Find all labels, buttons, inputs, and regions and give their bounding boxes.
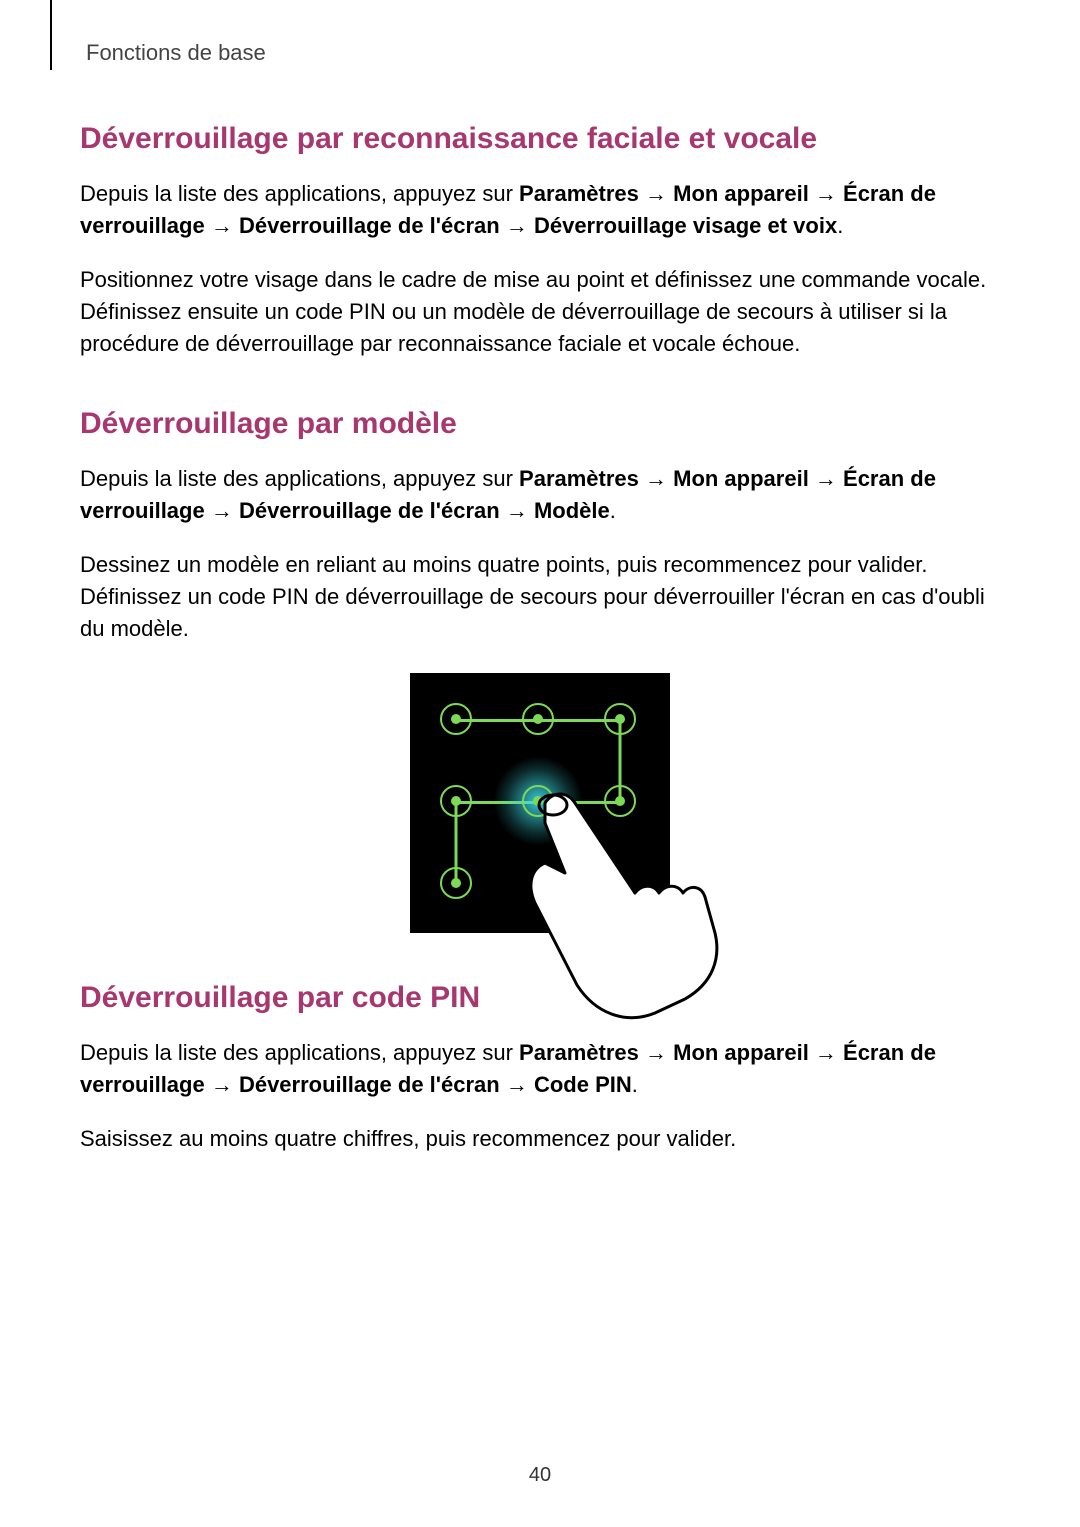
pattern-node [440,785,472,817]
heading-pin: Déverrouillage par code PIN [80,981,1000,1015]
text-lead: Depuis la liste des applications, appuye… [80,466,519,491]
pattern-illustration [80,673,1000,933]
pattern-node [522,785,554,817]
text-tail: . [837,213,843,238]
heading-face-voice: Déverrouillage par reconnaissance facial… [80,122,1000,156]
heading-pattern: Déverrouillage par modèle [80,407,1000,441]
text-lead: Depuis la liste des applications, appuye… [80,1040,519,1065]
pattern-node-inactive [534,879,542,887]
page-edge-rule [50,0,52,70]
breadcrumb: Fonctions de base [86,40,1000,66]
pattern-node [440,703,472,735]
para-face-voice-path: Depuis la liste des applications, appuye… [80,178,1000,242]
pattern-node [604,703,636,735]
pattern-node [440,867,472,899]
para-pattern-path: Depuis la liste des applications, appuye… [80,463,1000,527]
para-face-voice-desc: Positionnez votre visage dans le cadre d… [80,264,1000,360]
text-tail: . [632,1072,638,1097]
pattern-screen [410,673,670,933]
pattern-node [604,785,636,817]
text-tail: . [610,498,616,523]
text-lead: Depuis la liste des applications, appuye… [80,181,519,206]
document-page: Fonctions de base Déverrouillage par rec… [0,0,1080,1155]
para-pin-path: Depuis la liste des applications, appuye… [80,1037,1000,1101]
para-pattern-desc: Dessinez un modèle en reliant au moins q… [80,549,1000,645]
page-number: 40 [0,1464,1080,1487]
pattern-node [522,703,554,735]
para-pin-desc: Saisissez au moins quatre chiffres, puis… [80,1123,1000,1155]
pattern-node-inactive [616,879,624,887]
